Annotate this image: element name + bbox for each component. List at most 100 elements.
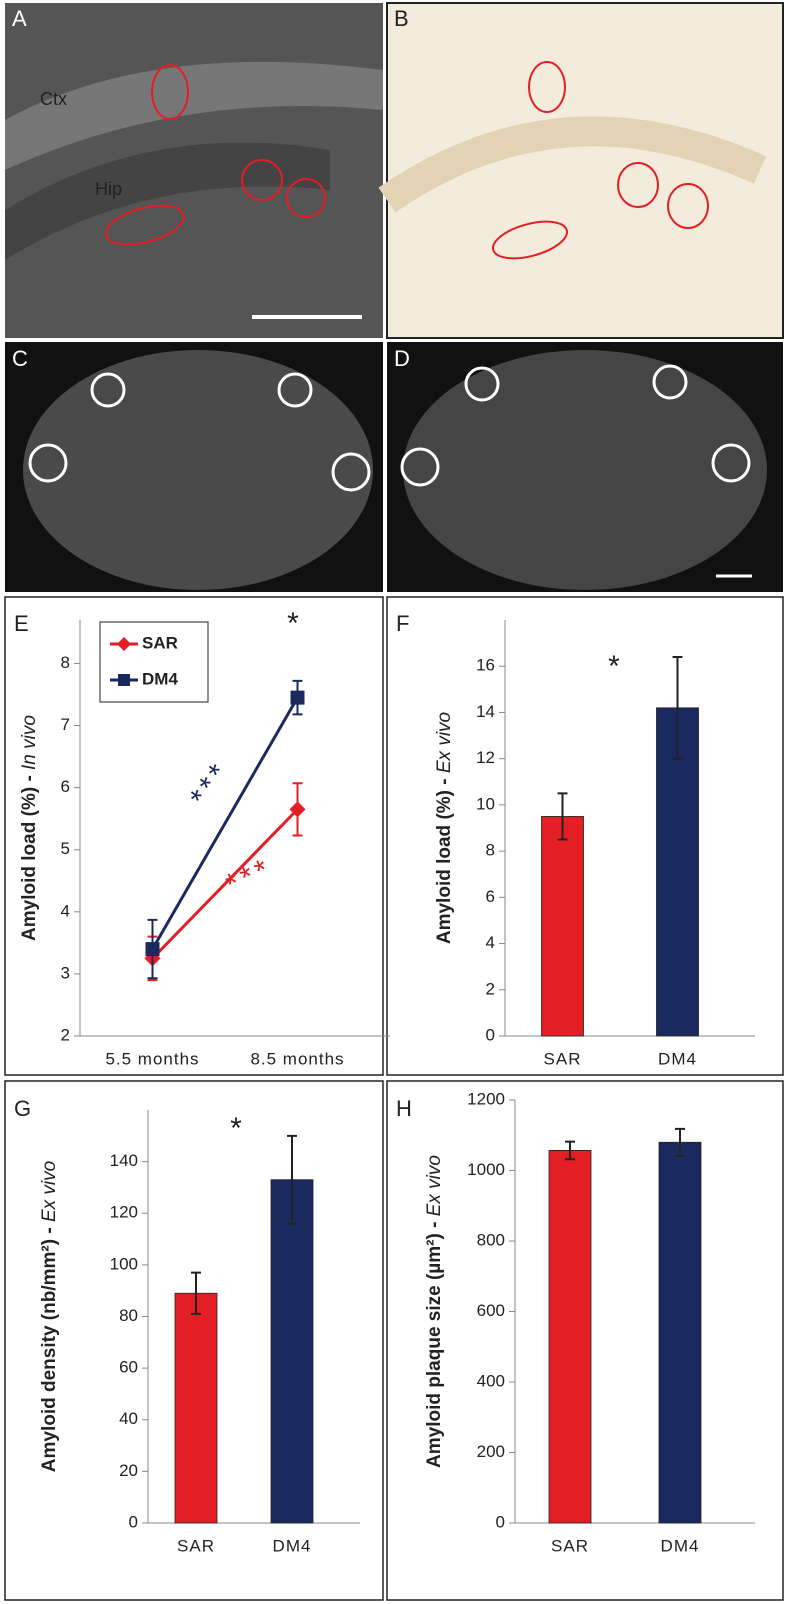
- region-label: Ctx: [40, 89, 67, 109]
- chart-frames: [4, 596, 784, 1601]
- y-tick-label: 80: [119, 1306, 138, 1325]
- y-axis-label: Amyloid load (%) - In vivo: [19, 715, 40, 941]
- roi-circles: [28, 364, 751, 492]
- x-tick-label: 8.5 months: [250, 1049, 344, 1068]
- error-bar: [287, 1134, 297, 1225]
- y-tick-label: 14: [476, 702, 495, 721]
- y-axis-label-part: Amyloid density (nb/mm²) -: [39, 1222, 60, 1472]
- y-tick-label: 40: [119, 1409, 138, 1428]
- marker: [145, 942, 160, 957]
- image-texture: [378, 116, 767, 213]
- roi: [286, 178, 326, 218]
- panel-label: G: [14, 1096, 31, 1121]
- y-tick-label: 7: [61, 715, 70, 734]
- panel-label: E: [14, 611, 29, 636]
- annotation: ***: [221, 852, 278, 902]
- y-axis-label: Amyloid density (nb/mm²) - Ex vivo: [39, 1161, 60, 1472]
- x-tick-label: DM4: [273, 1536, 312, 1555]
- bar: [656, 707, 699, 1037]
- error-bar: [557, 792, 568, 841]
- roi: [241, 159, 283, 201]
- bar: [541, 816, 584, 1037]
- x-tick-label: DM4: [658, 1049, 697, 1068]
- y-axis-label: Amyloid plaque size (µm²) - Ex vivo: [424, 1155, 445, 1468]
- x-tick-label: SAR: [551, 1536, 589, 1555]
- y-tick-label: 100: [110, 1254, 138, 1273]
- error-bar: [672, 655, 683, 760]
- y-tick-label: 10: [476, 794, 495, 813]
- y-axis-label-part: Amyloid plaque size (µm²) -: [424, 1216, 445, 1468]
- y-tick-label: 120: [110, 1203, 138, 1222]
- y-axis-label-part: Amyloid load (%) -: [434, 773, 455, 944]
- panel-label: D: [394, 346, 410, 371]
- roi: [667, 183, 709, 229]
- y-tick-label: 2: [486, 979, 495, 998]
- roi: [151, 64, 189, 120]
- marker: [290, 690, 305, 705]
- error-bar: [565, 1140, 575, 1161]
- y-tick-label: 1200: [467, 1089, 505, 1108]
- y-tick-label: 140: [110, 1151, 138, 1170]
- image-texture: [5, 142, 330, 260]
- panel-label: H: [396, 1096, 412, 1121]
- panel-label: F: [396, 611, 409, 636]
- roi: [105, 204, 185, 246]
- y-axis-label-part: Amyloid load (%) -: [19, 770, 40, 941]
- legend: [99, 621, 209, 703]
- error-bar: [191, 1271, 201, 1315]
- y-tick-label: 20: [119, 1461, 138, 1480]
- region-label: Hip: [95, 179, 122, 199]
- y-axis-label-part: Ex vivo: [39, 1161, 60, 1222]
- image-texture: [5, 61, 383, 171]
- annotation: ***: [184, 755, 238, 812]
- y-tick-label: 2: [61, 1025, 70, 1044]
- x-tick-label: 5.5 months: [105, 1049, 199, 1068]
- line: [151, 696, 299, 950]
- x-tick-label: SAR: [177, 1536, 215, 1555]
- y-tick-label: 5: [61, 839, 70, 858]
- y-tick-label: 12: [476, 748, 495, 767]
- roi: [617, 162, 659, 208]
- panel-label: A: [12, 6, 27, 31]
- bar: [658, 1141, 702, 1524]
- line: [151, 808, 299, 960]
- image-texture: [403, 350, 767, 590]
- y-tick-label: 4: [486, 933, 495, 952]
- annotation: *: [608, 650, 624, 683]
- bar: [270, 1179, 314, 1524]
- x-tick-label: SAR: [544, 1049, 582, 1068]
- roi: [528, 61, 566, 113]
- error-bar: [675, 1127, 685, 1157]
- bar: [174, 1292, 218, 1524]
- x-tick-label: DM4: [661, 1536, 700, 1555]
- image-texture: [23, 350, 373, 590]
- annotation: *: [287, 607, 303, 640]
- marker: [289, 801, 306, 818]
- y-tick-label: 6: [61, 777, 70, 796]
- y-axis-label-part: In vivo: [19, 715, 40, 770]
- y-tick-label: 0: [496, 1512, 505, 1531]
- bar: [548, 1150, 592, 1524]
- y-tick-label: 3: [61, 963, 70, 982]
- y-tick-label: 16: [476, 656, 495, 675]
- y-tick-label: 8: [486, 841, 495, 860]
- y-tick-label: 60: [119, 1358, 138, 1377]
- y-axis-label: Amyloid load (%) - Ex vivo: [434, 712, 455, 944]
- panel-label: B: [394, 6, 409, 31]
- annotation: *: [230, 1112, 246, 1145]
- y-tick-label: 6: [486, 887, 495, 906]
- y-axis-label-part: Ex vivo: [424, 1155, 445, 1216]
- roi: [492, 220, 568, 260]
- y-tick-label: 0: [129, 1512, 138, 1531]
- y-tick-label: 200: [477, 1442, 505, 1461]
- panel-label: C: [12, 346, 28, 371]
- legend-marker: [118, 674, 130, 686]
- y-tick-label: 8: [61, 653, 70, 672]
- y-tick-label: 400: [477, 1371, 505, 1390]
- y-axis-label-part: Ex vivo: [434, 712, 455, 773]
- legend-label: DM4: [142, 669, 178, 688]
- y-tick-label: 0: [486, 1025, 495, 1044]
- legend-label: SAR: [142, 633, 178, 652]
- y-tick-label: 800: [477, 1230, 505, 1249]
